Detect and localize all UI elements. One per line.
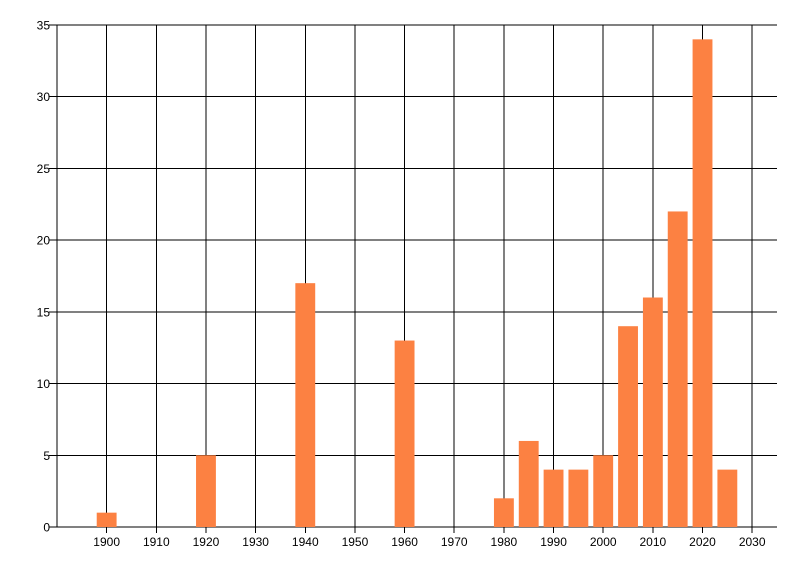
x-tick-label: 1930 [242, 535, 269, 549]
x-tick-label: 1900 [93, 535, 120, 549]
bar-1940 [295, 283, 316, 527]
x-tick-label: 1940 [292, 535, 319, 549]
bar-1980 [493, 498, 514, 527]
x-tick-label: 2030 [739, 535, 766, 549]
y-tick-label: 35 [37, 19, 51, 33]
bar-2025 [717, 469, 738, 527]
x-tick-label: 1960 [391, 535, 418, 549]
y-tick-label: 5 [43, 449, 50, 463]
x-tick-label: 1910 [143, 535, 170, 549]
bar-1920 [196, 455, 216, 527]
y-tick-label: 20 [37, 234, 51, 248]
x-tick-label: 1970 [441, 535, 468, 549]
x-tick-label: 1990 [540, 535, 567, 549]
bar-1960 [394, 340, 415, 527]
bar-2015 [667, 211, 688, 527]
y-tick-label: 25 [37, 162, 51, 176]
y-tick-label: 0 [43, 521, 50, 535]
bar-1900 [96, 512, 117, 527]
bar-1985 [518, 440, 539, 527]
x-tick-label: 1980 [491, 535, 518, 549]
x-tick-label: 1950 [342, 535, 369, 549]
bar-2010 [642, 297, 663, 527]
bar-1995 [568, 469, 589, 527]
y-tick-label: 10 [37, 377, 51, 391]
x-tick-label: 2020 [689, 535, 716, 549]
bar-1990 [543, 469, 564, 527]
x-tick-label: 1920 [193, 535, 220, 549]
bar-2000 [593, 455, 614, 527]
y-tick-label: 15 [37, 305, 51, 319]
bar-2020 [692, 39, 713, 527]
x-tick-label: 2010 [640, 535, 667, 549]
y-tick-label: 30 [37, 90, 51, 104]
bar-2005 [618, 326, 638, 527]
x-tick-label: 2000 [590, 535, 617, 549]
